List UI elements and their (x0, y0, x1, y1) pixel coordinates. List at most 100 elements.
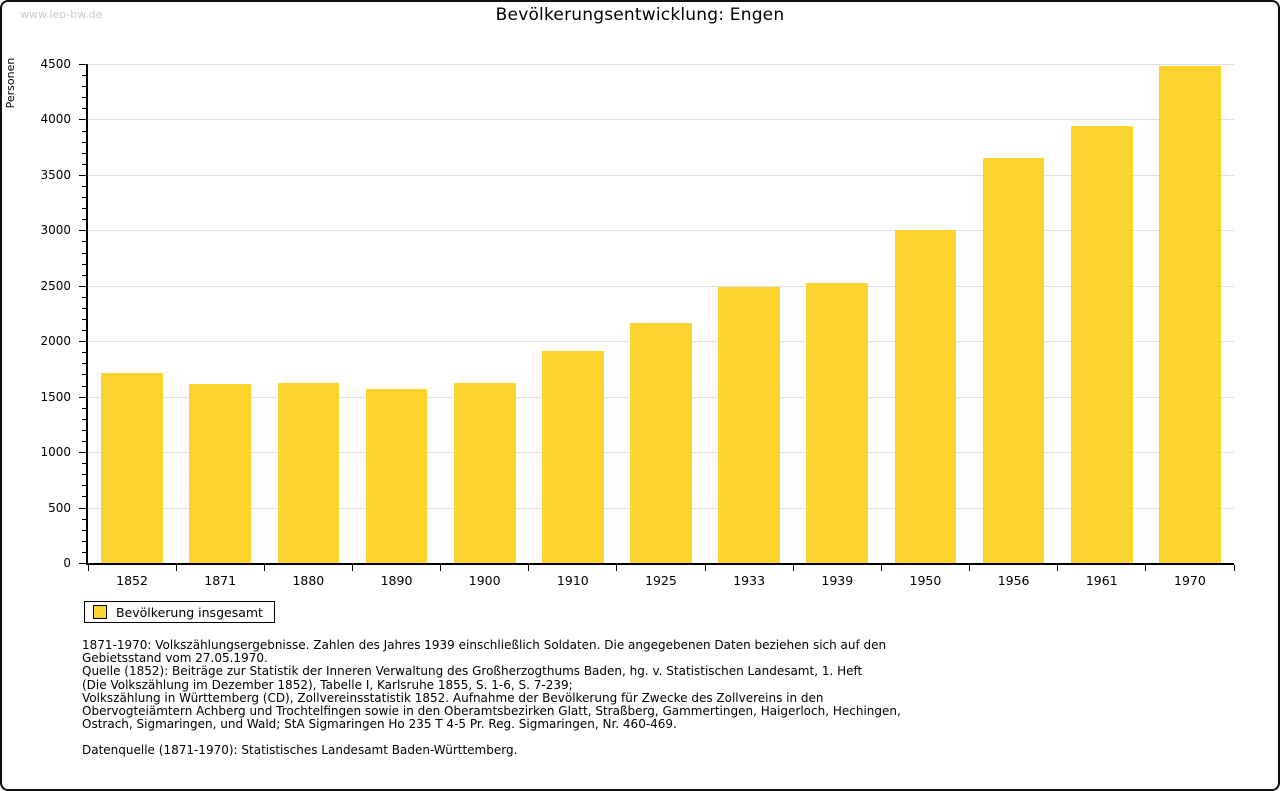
x-tick-label: 1890 (380, 573, 413, 588)
x-tick-label: 1871 (204, 573, 237, 588)
gridline (88, 285, 1234, 287)
gridline (88, 174, 1234, 176)
y-minor-tick (82, 97, 86, 99)
bar-1900 (453, 383, 516, 563)
x-tick-label: 1939 (821, 573, 854, 588)
bar-1933 (718, 286, 780, 563)
bar-1890 (365, 388, 428, 563)
y-minor-tick (82, 130, 86, 132)
y-minor-tick (82, 540, 86, 542)
footnote-line: Quelle (1852): Beiträge zur Statistik de… (82, 664, 863, 679)
footnote-line: (Die Volkszählung im Dezember 1852), Tab… (82, 677, 573, 692)
y-minor-tick (82, 385, 86, 387)
y-tick-label: 4500 (40, 57, 71, 71)
y-minor-tick (82, 296, 86, 298)
legend: Bevölkerung insgesamt (84, 601, 275, 623)
y-minor-tick (82, 418, 86, 420)
y-minor-tick (82, 474, 86, 476)
y-minor-tick (82, 529, 86, 531)
bar-1910 (541, 350, 604, 563)
x-tick (616, 565, 618, 571)
y-major-tick (79, 507, 86, 509)
y-major-tick (79, 64, 86, 65)
y-minor-tick (82, 363, 86, 365)
x-tick-label: 1900 (468, 573, 501, 588)
y-minor-tick (82, 263, 86, 265)
y-minor-tick (82, 141, 86, 143)
y-tick-label: 3000 (40, 223, 71, 238)
y-minor-tick (82, 307, 86, 309)
y-minor-tick (82, 551, 86, 553)
y-tick-label: 3500 (40, 167, 71, 182)
bar-1939 (806, 283, 869, 563)
y-minor-tick (82, 219, 86, 221)
x-tick (704, 565, 706, 571)
data-source-line: Datenquelle (1871-1970): Statistisches L… (82, 743, 518, 758)
y-minor-tick (82, 429, 86, 431)
y-minor-tick (82, 241, 86, 243)
y-minor-tick (82, 163, 86, 165)
y-tick-label: 2500 (40, 278, 71, 293)
y-minor-tick (82, 518, 86, 520)
legend-swatch-icon (93, 605, 107, 619)
y-axis: 0 500 1000 1500 2000 2500 3000 3500 4000 4500 (2, 57, 86, 570)
x-tick-label: 1950 (909, 573, 942, 588)
y-minor-tick (82, 185, 86, 187)
y-minor-tick (82, 407, 86, 409)
x-axis: 1852 1871 1880 1890 1900 1910 1925 1933 1939 1950… (87, 565, 1235, 595)
chart-title: Bevölkerungsentwicklung: Engen (495, 5, 785, 25)
y-tick-label: 4000 (40, 112, 71, 127)
x-tick (440, 565, 442, 571)
y-minor-tick (82, 496, 86, 498)
bar-1961 (1070, 126, 1133, 563)
x-tick-label: 1970 (1174, 573, 1206, 588)
bar-1956 (982, 158, 1045, 563)
x-tick-label: 1925 (645, 573, 677, 588)
y-tick-label: 500 (48, 500, 71, 515)
footnotes: 1871-1970: Volkszählungsergebnisse. Zahl… (82, 638, 901, 758)
y-minor-tick (82, 485, 86, 487)
y-major-tick (79, 452, 86, 454)
y-minor-tick (82, 75, 86, 77)
y-minor-tick (82, 441, 86, 443)
y-minor-tick (82, 274, 86, 276)
y-minor-tick (82, 208, 86, 210)
y-minor-tick (82, 352, 86, 354)
y-minor-tick (82, 152, 86, 154)
x-tick-label: 1956 (997, 573, 1030, 588)
x-tick (792, 565, 794, 571)
x-tick (1057, 565, 1059, 571)
legend-label: Bevölkerung insgesamt (116, 604, 263, 620)
bar-1871 (189, 384, 252, 563)
y-tick-label: 1000 (40, 445, 71, 460)
x-tick (1145, 565, 1147, 571)
y-minor-tick (82, 197, 86, 199)
footnote-line: Volkszählung in Württemberg (CD), Zollve… (82, 690, 824, 705)
x-tick (263, 565, 265, 571)
bar-1950 (894, 230, 957, 563)
y-major-tick (79, 285, 86, 287)
y-minor-tick (82, 108, 86, 110)
bar-1925 (630, 323, 692, 563)
footnote-line: 1871-1970: Volkszählungsergebnisse. Zahl… (82, 638, 887, 652)
gridline (88, 64, 1234, 65)
y-major-tick (79, 396, 86, 398)
x-tick (87, 565, 89, 571)
x-tick-label: 1961 (1085, 573, 1118, 588)
x-tick-label: 1880 (292, 573, 325, 588)
y-major-tick (79, 174, 86, 176)
gridline (88, 230, 1234, 232)
watermark: www.leo-bw.de (20, 8, 103, 21)
x-tick (969, 565, 971, 571)
footnote-line: Obervogteiämtern Achberg und Trochtelfin… (82, 704, 901, 719)
y-minor-tick (82, 463, 86, 465)
gridline (88, 119, 1234, 121)
x-tick (175, 565, 177, 571)
bar-1970 (1159, 66, 1221, 563)
y-major-tick (79, 341, 86, 343)
y-minor-tick (82, 330, 86, 332)
y-minor-tick (82, 319, 86, 321)
footnote-line: Ostrach, Sigmaringen, und Wald; StA Sigm… (82, 717, 677, 732)
y-tick-label: 2000 (40, 334, 71, 349)
y-tick-label: 1500 (40, 389, 71, 404)
